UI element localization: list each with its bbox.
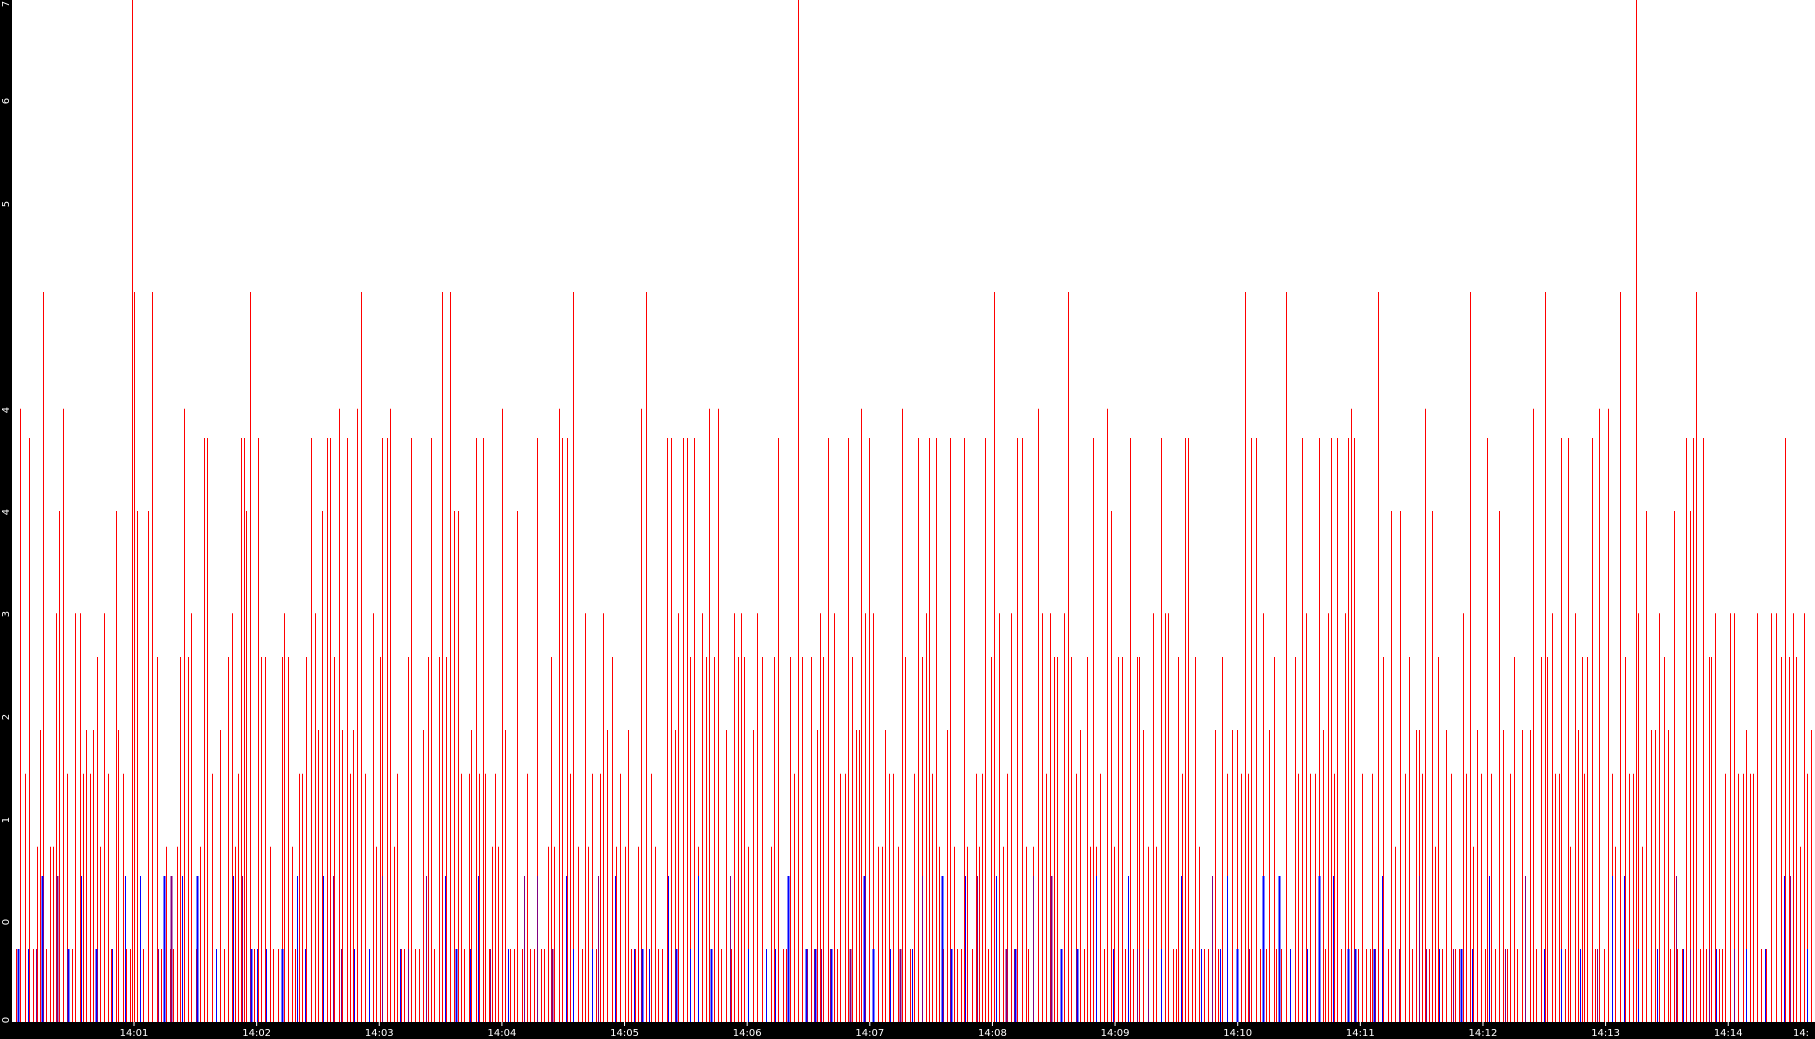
x-tick-label: 14:02 (242, 1028, 271, 1039)
x-tick-label: 14:12 (1469, 1028, 1498, 1039)
y-tick-label: 2 (1, 714, 12, 720)
x-tick-label: 14:14 (1714, 1028, 1743, 1039)
y-tick-label: 0 (1, 1017, 12, 1023)
x-tick-label: 14:03 (365, 1028, 394, 1039)
y-axis-ticks: 0 0 1 2 3 4 4 5 6 7 (1, 1, 12, 1023)
x-axis-band (0, 1022, 1815, 1039)
x-tick-label: 14:09 (1101, 1028, 1130, 1039)
y-tick-label: 1 (1, 817, 12, 823)
x-tick-label: 14: (1793, 1028, 1809, 1039)
x-tick-label: 14:08 (978, 1028, 1007, 1039)
x-tick-label: 14:07 (855, 1028, 884, 1039)
y-tick-label: 6 (1, 98, 12, 104)
x-tick-label: 14:10 (1223, 1028, 1252, 1039)
x-tick-label: 14:05 (610, 1028, 639, 1039)
x-tick-label: 14:04 (487, 1028, 516, 1039)
y-tick-label: 7 (1, 1, 12, 7)
y-axis-band (0, 0, 12, 1024)
y-tick-label: 3 (1, 611, 12, 617)
y-tick-label: 4 (1, 509, 12, 515)
y-tick-label: 5 (1, 201, 12, 207)
x-tick-label: 14:01 (120, 1028, 149, 1039)
y-tick-label: 4 (1, 407, 12, 413)
x-axis-ticks: 14:01 14:02 14:03 14:04 14:05 14:06 14:07 14:08… (120, 1022, 1809, 1039)
y-tick-label: 0 (1, 919, 12, 925)
blue-bars-group (17, 876, 1808, 1022)
x-tick-label: 14:11 (1346, 1028, 1375, 1039)
x-tick-label: 14:13 (1591, 1028, 1620, 1039)
red-bars-group (16, 0, 1812, 1022)
x-tick-label: 14:06 (733, 1028, 762, 1039)
